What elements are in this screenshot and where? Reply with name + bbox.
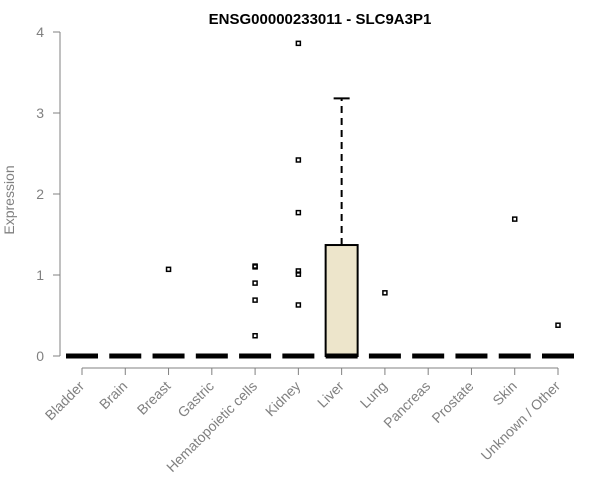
- outlier-point: [511, 216, 518, 222]
- box-group: [282, 40, 315, 359]
- x-tick-label: Kidney: [262, 378, 304, 420]
- x-tick-label: Gastric: [174, 378, 217, 421]
- x-tick-label: Breast: [134, 378, 174, 418]
- y-tick-label: 4: [36, 24, 44, 40]
- x-tick-label: Pancreas: [380, 378, 433, 431]
- x-tick-label: Brain: [96, 378, 130, 412]
- box-group: [152, 266, 185, 359]
- outlier-point: [382, 290, 388, 296]
- x-tick-label: Skin: [489, 378, 520, 409]
- plot-area: [66, 40, 574, 359]
- outlier-point: [295, 302, 302, 308]
- y-tick-label: 3: [36, 105, 44, 121]
- x-tick-label: Unknown / Other: [478, 378, 564, 464]
- box-group: [498, 216, 531, 359]
- box-group: [239, 263, 272, 359]
- box-group: [542, 322, 574, 359]
- outlier-point: [295, 268, 302, 274]
- box-group: [324, 97, 359, 359]
- y-axis: 0 1 2 3 4: [36, 24, 61, 364]
- x-tick-label: Lung: [357, 378, 390, 411]
- y-axis-label: Expression: [1, 165, 17, 234]
- y-tick-label: 1: [36, 267, 44, 283]
- outlier-point: [555, 322, 561, 328]
- outlier-point: [252, 263, 258, 269]
- x-tick-label: Prostate: [428, 378, 476, 426]
- y-tick-label: 2: [36, 186, 44, 202]
- outlier-point: [295, 209, 302, 216]
- outlier-point: [295, 40, 302, 47]
- y-tick-label: 0: [36, 348, 44, 364]
- x-tick-label: Bladder: [42, 378, 88, 424]
- outlier-point: [252, 333, 258, 339]
- outlier-point: [252, 297, 258, 303]
- outlier-point: [295, 271, 302, 277]
- outlier-point: [295, 157, 302, 163]
- x-tick-label: Liver: [314, 378, 347, 411]
- outlier-point: [252, 280, 258, 286]
- box-group: [368, 290, 401, 359]
- outlier-point: [165, 266, 172, 273]
- chart-title: ENSG00000233011 - SLC9A3P1: [209, 11, 432, 28]
- box-rect: [324, 244, 359, 357]
